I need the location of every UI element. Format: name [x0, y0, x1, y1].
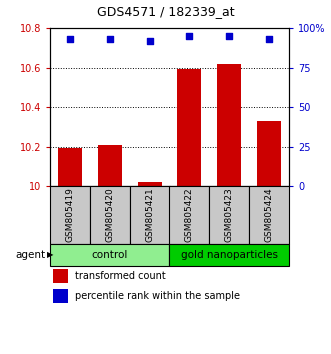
Bar	[169, 186, 209, 244]
Text: GSM805419: GSM805419	[66, 188, 74, 242]
Bar	[257, 121, 281, 186]
Bar	[138, 182, 162, 186]
Bar	[90, 186, 130, 244]
Point	[107, 36, 113, 42]
Bar	[177, 69, 201, 186]
Text: agent: agent	[16, 250, 46, 260]
Point	[227, 33, 232, 39]
Text: GDS4571 / 182339_at: GDS4571 / 182339_at	[97, 5, 234, 18]
Bar	[169, 244, 289, 266]
Text: percentile rank within the sample: percentile rank within the sample	[75, 291, 240, 301]
Bar	[50, 244, 169, 266]
Point	[67, 36, 72, 42]
Bar	[209, 186, 249, 244]
Text: GSM805421: GSM805421	[145, 188, 154, 242]
Text: GSM805422: GSM805422	[185, 188, 194, 242]
Bar	[249, 186, 289, 244]
Text: transformed count: transformed count	[75, 271, 166, 281]
Bar	[53, 289, 68, 303]
Bar	[50, 186, 90, 244]
Text: control: control	[92, 250, 128, 260]
Bar	[130, 186, 169, 244]
Bar	[58, 148, 82, 186]
Text: GSM805424: GSM805424	[264, 188, 274, 242]
Text: gold nanoparticles: gold nanoparticles	[181, 250, 278, 260]
Bar	[98, 144, 122, 186]
Point	[187, 33, 192, 39]
Text: ▶: ▶	[47, 251, 54, 259]
Bar	[53, 269, 68, 283]
Bar	[217, 64, 241, 186]
Text: GSM805423: GSM805423	[225, 188, 234, 242]
Text: GSM805420: GSM805420	[105, 188, 114, 242]
Point	[147, 38, 152, 44]
Point	[266, 36, 272, 42]
